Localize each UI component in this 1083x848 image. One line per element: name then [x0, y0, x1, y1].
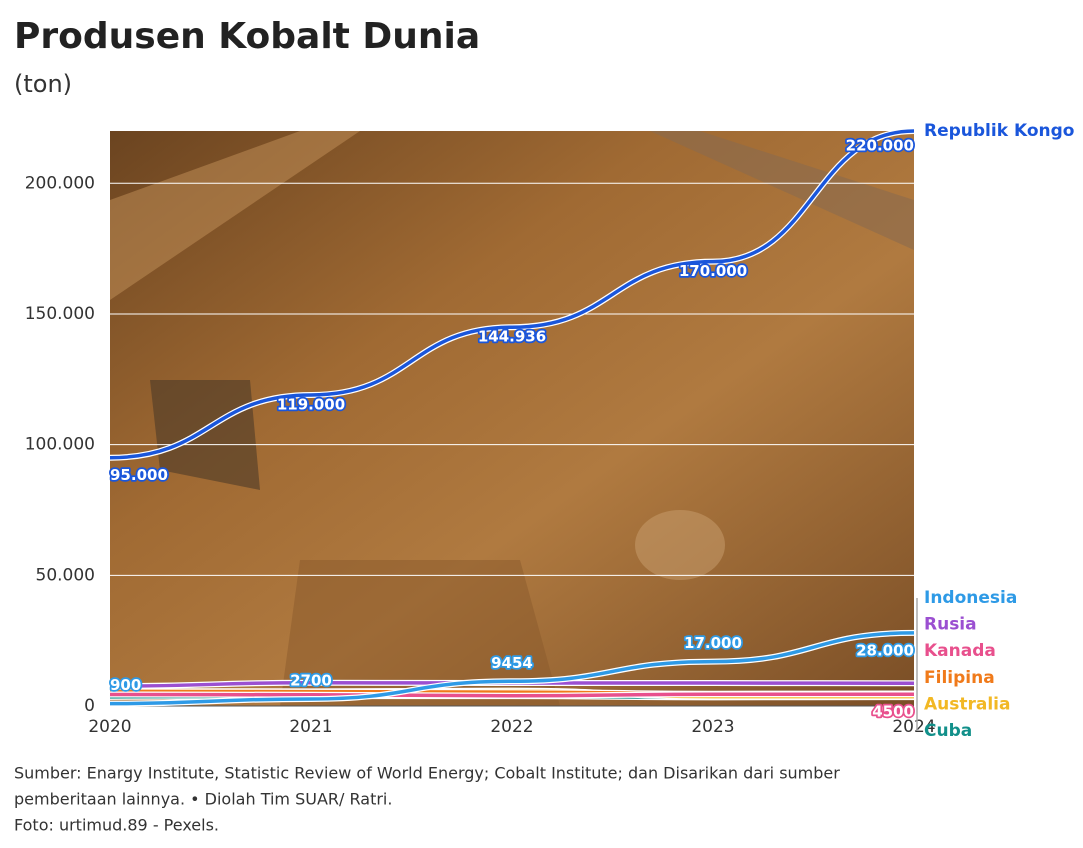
y-tick-label: 50.000: [36, 565, 95, 585]
source-note: pemberitaan lainnya. • Diolah Tim SUAR/ …: [14, 790, 392, 809]
y-tick-label: 200.000: [25, 173, 95, 193]
data-label: 900: [110, 676, 141, 694]
data-label: 4500: [872, 703, 914, 721]
photo-credit: Foto: urtimud.89 - Pexels.: [14, 816, 219, 835]
legend-label: Kanada: [924, 641, 996, 661]
data-label: 28.000: [856, 641, 914, 659]
y-tick-label: 100.000: [25, 435, 95, 455]
legend-label: Australia: [924, 694, 1011, 714]
x-tick-label: 2021: [289, 717, 332, 737]
background-photo: [110, 131, 914, 706]
data-label: 220.000: [846, 137, 914, 155]
legend-label: Rusia: [924, 615, 977, 635]
source-note: Sumber: Enargy Institute, Statistic Revi…: [14, 764, 840, 783]
data-label: 17.000: [684, 634, 742, 652]
legend-label: Cuba: [924, 721, 972, 741]
y-tick-label: 150.000: [25, 304, 95, 324]
legend-label: Indonesia: [924, 588, 1017, 608]
data-label: 9454: [491, 654, 533, 672]
data-label: 170.000: [679, 262, 747, 280]
data-label: 119.000: [277, 395, 345, 413]
x-tick-label: 2022: [490, 717, 533, 737]
legend-label: Filipina: [924, 668, 995, 688]
chart-title: Produsen Kobalt Dunia: [14, 16, 480, 57]
line: [109, 631, 915, 706]
chart-subtitle: (ton): [14, 70, 72, 98]
legend-label: Republik Kongo: [924, 121, 1074, 141]
line: [109, 129, 915, 460]
y-tick-label: 0: [84, 696, 95, 716]
line: [109, 692, 914, 698]
data-label: 144.936: [478, 328, 546, 346]
x-tick-label: 2020: [88, 717, 131, 737]
x-tick-label: 2023: [691, 717, 734, 737]
x-tick-label: 2024: [892, 717, 935, 737]
data-label: 2700: [290, 671, 332, 689]
data-label: 95.000: [110, 466, 168, 484]
